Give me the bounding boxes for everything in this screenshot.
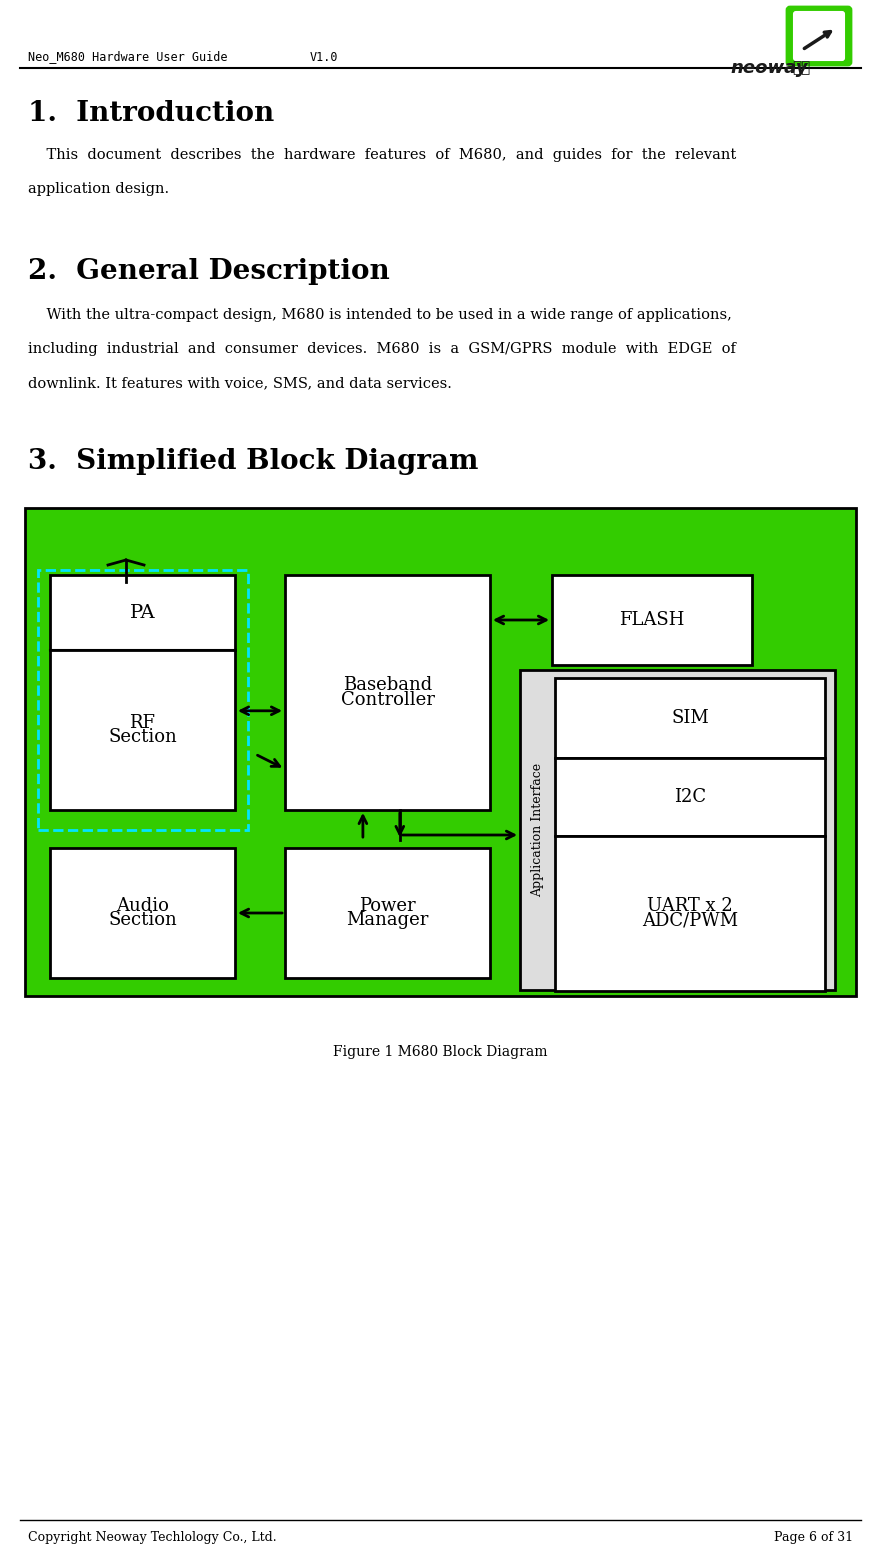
Text: Baseband: Baseband bbox=[343, 676, 432, 694]
Text: 有方: 有方 bbox=[792, 61, 811, 75]
Bar bbox=[25, 508, 856, 996]
Text: PA: PA bbox=[130, 604, 155, 621]
FancyBboxPatch shape bbox=[787, 6, 851, 65]
Text: This  document  describes  the  hardware  features  of  M680,  and  guides  for : This document describes the hardware fea… bbox=[28, 148, 737, 162]
Text: ADC/PWM: ADC/PWM bbox=[642, 912, 738, 930]
Text: V1.0: V1.0 bbox=[310, 50, 338, 64]
Text: Application Interface: Application Interface bbox=[531, 763, 544, 897]
Text: Page 6 of 31: Page 6 of 31 bbox=[774, 1532, 853, 1545]
Text: downlink. It features with voice, SMS, and data services.: downlink. It features with voice, SMS, a… bbox=[28, 375, 452, 389]
Text: 1.  Introduction: 1. Introduction bbox=[28, 100, 274, 128]
Bar bbox=[555, 836, 825, 990]
Text: Power: Power bbox=[359, 897, 416, 916]
Bar bbox=[38, 570, 248, 830]
Text: RF: RF bbox=[130, 713, 156, 732]
Bar bbox=[50, 649, 235, 810]
Text: neoway: neoway bbox=[730, 59, 808, 76]
Text: I2C: I2C bbox=[674, 788, 706, 807]
Text: With the ultra-compact design, M680 is intended to be used in a wide range of ap: With the ultra-compact design, M680 is i… bbox=[28, 308, 732, 322]
Text: neoway: neoway bbox=[173, 536, 710, 965]
Bar bbox=[555, 758, 825, 836]
Text: Figure 1 M680 Block Diagram: Figure 1 M680 Block Diagram bbox=[333, 1045, 547, 1059]
Text: UART x 2: UART x 2 bbox=[648, 897, 733, 916]
Bar bbox=[285, 575, 490, 810]
Text: FLASH: FLASH bbox=[619, 610, 685, 629]
Bar bbox=[285, 849, 490, 978]
Bar bbox=[50, 575, 235, 649]
Text: including  industrial  and  consumer  devices.  M680  is  a  GSM/GPRS  module  w: including industrial and consumer device… bbox=[28, 343, 736, 357]
Text: Neo_M680 Hardware User Guide: Neo_M680 Hardware User Guide bbox=[28, 50, 227, 64]
FancyBboxPatch shape bbox=[794, 12, 844, 61]
Bar bbox=[555, 677, 825, 758]
Text: SIM: SIM bbox=[671, 708, 709, 727]
Text: Audio: Audio bbox=[116, 897, 169, 916]
Bar bbox=[552, 575, 752, 665]
Text: 3.  Simplified Block Diagram: 3. Simplified Block Diagram bbox=[28, 448, 478, 475]
Text: Manager: Manager bbox=[346, 911, 429, 930]
Bar bbox=[50, 849, 235, 978]
Bar bbox=[520, 670, 835, 990]
Text: Copyright Neoway Techlology Co., Ltd.: Copyright Neoway Techlology Co., Ltd. bbox=[28, 1532, 277, 1545]
Text: Section: Section bbox=[108, 729, 177, 746]
Text: Controller: Controller bbox=[341, 691, 434, 708]
Text: application design.: application design. bbox=[28, 182, 169, 196]
Text: 2.  General Description: 2. General Description bbox=[28, 258, 389, 285]
Text: Section: Section bbox=[108, 911, 177, 930]
